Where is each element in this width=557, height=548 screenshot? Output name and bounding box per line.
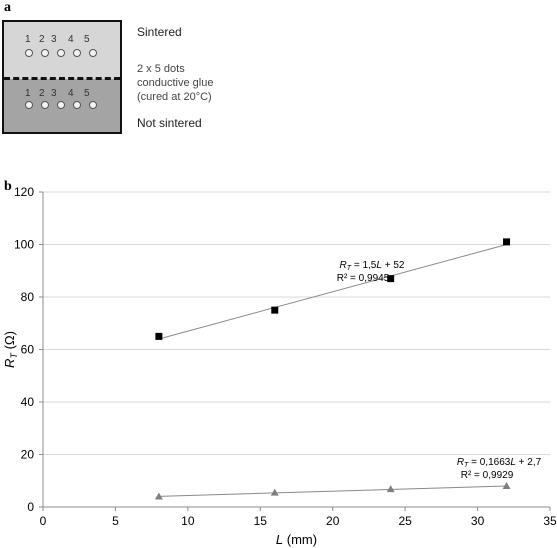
data-point-series-1 (387, 275, 395, 283)
not-sintered-label: Not sintered (137, 116, 202, 130)
data-point-series-2 (270, 488, 279, 496)
glue-dot-bottom (73, 101, 81, 109)
sintered-label: Sintered (137, 25, 182, 39)
glue-dot-top (73, 49, 81, 57)
dot-number-bottom-5: 5 (84, 88, 90, 99)
y-tick-label: 80 (21, 290, 35, 304)
series-1-equation: RT = 1,5L + 52 (340, 260, 405, 272)
dot-number-top-5: 5 (84, 34, 90, 45)
x-tick-label: 30 (471, 514, 485, 528)
trendline-series-1 (158, 244, 507, 340)
glue-dot-top (89, 49, 97, 57)
glue-dot-bottom (41, 101, 49, 109)
glue-dot-bottom (25, 101, 33, 109)
data-point-series-2 (502, 482, 511, 489)
glue-dot-top (57, 49, 65, 57)
dot-number-top-3: 3 (51, 34, 57, 45)
y-tick-label: 40 (21, 395, 35, 409)
x-tick-label: 0 (40, 514, 47, 528)
data-point-series-1 (155, 332, 163, 340)
axes (39, 191, 551, 511)
series-1-r-squared: R² = 0,9945 (337, 273, 390, 284)
data-point-series-2 (386, 485, 395, 493)
dashed-divider (4, 77, 120, 80)
data-point-series-1 (271, 306, 279, 314)
series-2-r-squared: R² = 0,9929 (461, 470, 514, 481)
panel-b-label: b (4, 179, 12, 194)
dots-description: 2 x 5 dots conductive glue (cured at 20°… (137, 62, 213, 104)
y-tick-label: 0 (27, 500, 34, 514)
y-tick-label: 100 (14, 238, 34, 252)
x-tick-label: 5 (112, 514, 119, 528)
data-point-series-2 (154, 492, 163, 500)
glue-dot-top (41, 49, 49, 57)
resistance-chart: 0 20 40 60 80 100 120 0 5 10 15 20 25 30 35 RT = 1,5L … (2, 185, 557, 547)
glue-dot-top (25, 49, 33, 57)
dots-description-line-3: (cured at 20°C) (137, 91, 212, 103)
dots-description-line-2: conductive glue (137, 77, 214, 89)
grid-lines (43, 191, 550, 455)
series-2-equation: RT = 0,1663L + 2,7 (457, 457, 542, 469)
dot-number-top-4: 4 (68, 34, 74, 45)
x-tick-label: 35 (543, 514, 557, 528)
y-tick-label: 60 (21, 343, 35, 357)
x-tick-label: 25 (398, 514, 412, 528)
dot-number-top-1: 1 (25, 34, 31, 45)
dot-number-bottom-3: 3 (51, 88, 57, 99)
dots-description-line-1: 2 x 5 dots (137, 63, 185, 75)
x-tick-label: 15 (254, 514, 268, 528)
y-tick-label: 120 (14, 185, 34, 199)
dot-number-bottom-1: 1 (25, 88, 31, 99)
x-axis-label: L (mm) (276, 532, 317, 547)
glue-dot-bottom (89, 101, 97, 109)
dot-number-bottom-4: 4 (68, 88, 74, 99)
trendline-series-2 (158, 485, 507, 497)
dot-number-top-2: 2 (39, 34, 45, 45)
y-tick-label: 20 (21, 448, 35, 462)
dot-number-bottom-2: 2 (39, 88, 45, 99)
x-tick-label: 10 (181, 514, 195, 528)
y-axis-label: RT (Ω) (2, 331, 19, 368)
sample-illustration: 1 2 3 4 5 1 2 3 4 5 (2, 20, 122, 134)
x-tick-label: 20 (326, 514, 340, 528)
glue-dot-bottom (57, 101, 65, 109)
data-points (154, 238, 511, 500)
trend-lines (158, 244, 507, 497)
data-point-series-1 (503, 238, 511, 246)
tick-labels: 0 20 40 60 80 100 120 0 5 10 15 20 25 30 35 (14, 185, 557, 528)
panel-a-label: a (4, 0, 11, 15)
